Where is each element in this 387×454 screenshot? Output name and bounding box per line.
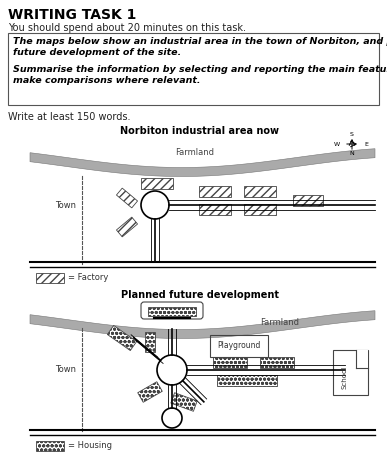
Bar <box>333 350 368 395</box>
Bar <box>171 393 197 411</box>
Text: road: road <box>159 160 177 166</box>
Text: N: N <box>349 151 354 156</box>
Text: You should spend about 20 minutes on this task.: You should spend about 20 minutes on thi… <box>8 23 246 33</box>
Text: make comparisons where relevant.: make comparisons where relevant. <box>13 76 200 85</box>
Text: Planned future development: Planned future development <box>121 290 279 300</box>
Bar <box>356 350 368 368</box>
Bar <box>244 186 276 197</box>
Text: Town: Town <box>55 365 76 375</box>
Bar <box>36 441 64 451</box>
Bar <box>148 306 196 316</box>
Text: = Housing: = Housing <box>68 441 112 450</box>
Text: road: road <box>159 322 177 328</box>
Text: Farmland: Farmland <box>175 148 214 157</box>
Text: W: W <box>334 142 340 147</box>
Bar <box>199 203 231 214</box>
Text: Norbiton industrial area now: Norbiton industrial area now <box>120 126 279 136</box>
Text: Write at least 150 words.: Write at least 150 words. <box>8 112 130 122</box>
Polygon shape <box>30 149 375 177</box>
Bar <box>116 217 137 237</box>
Text: WRITING TASK 1: WRITING TASK 1 <box>8 8 136 22</box>
Bar <box>213 356 247 367</box>
Text: S: S <box>350 132 354 137</box>
Bar <box>210 335 268 357</box>
Text: The maps below show an industrial area in the town of Norbiton, and planned: The maps below show an industrial area i… <box>13 37 387 46</box>
Text: = Factory: = Factory <box>68 273 108 282</box>
Bar <box>199 186 231 197</box>
Bar <box>36 273 64 283</box>
Bar <box>145 332 155 352</box>
FancyBboxPatch shape <box>8 33 379 105</box>
Text: Town: Town <box>55 201 76 209</box>
Bar <box>138 382 162 402</box>
Bar <box>217 375 277 385</box>
Bar <box>293 194 323 206</box>
Bar <box>141 178 173 188</box>
Bar <box>244 203 276 214</box>
Text: Summarise the information by selecting and reporting the main features, and: Summarise the information by selecting a… <box>13 65 387 74</box>
Bar <box>260 356 294 367</box>
Text: Farmland: Farmland <box>260 318 300 327</box>
Text: future development of the site.: future development of the site. <box>13 48 181 57</box>
Text: E: E <box>364 142 368 147</box>
Bar <box>116 188 137 208</box>
Text: Playground: Playground <box>217 341 261 350</box>
Polygon shape <box>30 311 375 339</box>
Text: School: School <box>341 366 348 389</box>
Bar <box>107 326 137 350</box>
FancyBboxPatch shape <box>141 302 203 319</box>
